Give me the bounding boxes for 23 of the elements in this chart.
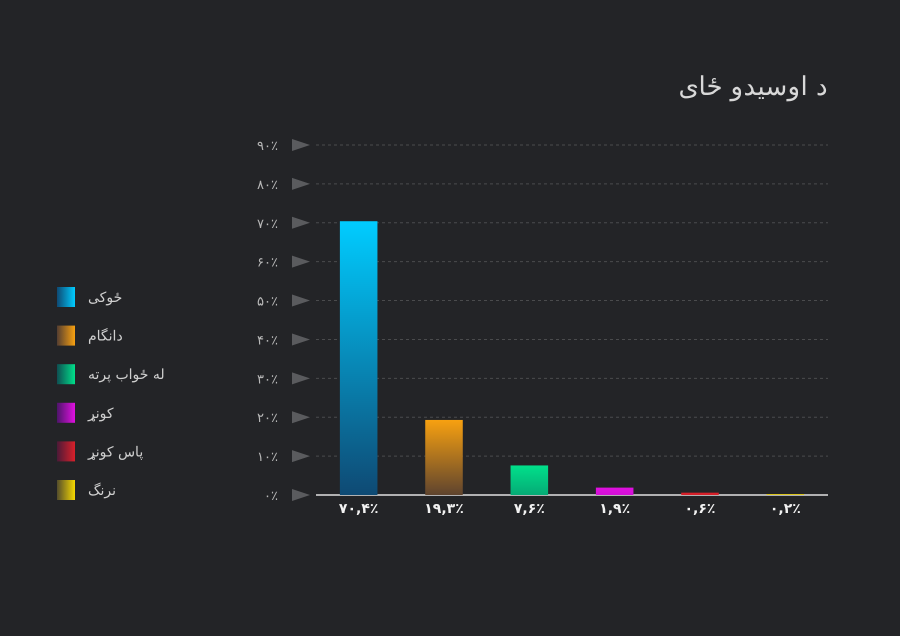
data-label: ۱,۹٪ (599, 501, 630, 517)
data-label: ۷۰,۴٪ (338, 501, 378, 517)
y-tick-label: ۶۰٪ (257, 256, 278, 271)
y-tick-label: ۰٪ (264, 489, 278, 504)
data-label: ۰,۶٪ (684, 501, 716, 517)
data-label: ۱۹,۳٪ (424, 501, 464, 517)
legend-label: پاس کونړ (87, 444, 144, 460)
y-tick-label: ۵۰٪ (257, 294, 278, 310)
y-tick-label: ۱۰٪ (257, 450, 278, 466)
data-label: ۰,۲٪ (770, 501, 801, 517)
chart-title: د اوسیدو ځای (678, 72, 828, 102)
y-tick-label: ۲۰٪ (257, 411, 278, 426)
y-tick-label: ۹۰٪ (257, 139, 278, 154)
legend-label: ځوکی (88, 290, 122, 306)
legend-label: نرنگ (88, 482, 116, 499)
y-tick-label: ۴۰٪ (257, 333, 278, 348)
y-tick-label: ۸۰٪ (257, 178, 278, 193)
legend-label: کونړ (87, 406, 114, 422)
legend-label: له ځواب پرته (88, 367, 165, 384)
data-label: ۷,۶٪ (514, 501, 545, 517)
legend-label: دانگام (88, 328, 123, 345)
y-tick-label: ۷۰٪ (257, 216, 278, 232)
y-tick-label: ۳۰٪ (257, 372, 278, 388)
